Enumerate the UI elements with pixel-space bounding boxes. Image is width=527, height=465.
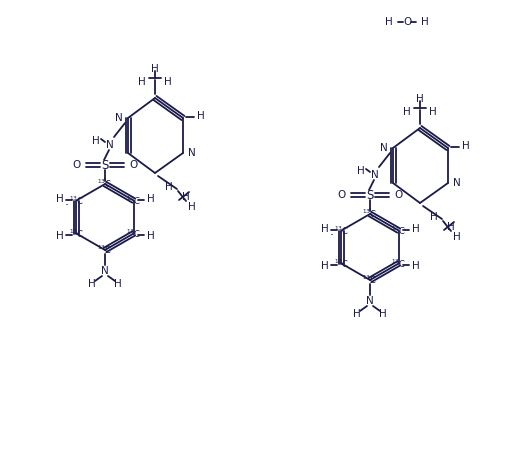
Text: H: H: [164, 77, 172, 87]
Text: S: S: [101, 159, 109, 172]
Text: N: N: [366, 296, 374, 306]
Text: H: H: [412, 260, 419, 271]
Text: H: H: [403, 107, 411, 117]
Text: H: H: [138, 77, 146, 87]
Text: N: N: [101, 266, 109, 276]
Text: H: H: [56, 231, 63, 240]
Text: H: H: [320, 224, 328, 233]
Text: H: H: [412, 224, 419, 233]
Text: H: H: [421, 17, 429, 27]
Text: N: N: [188, 148, 196, 158]
Text: $^{13}$C: $^{13}$C: [334, 224, 349, 237]
Text: .: .: [64, 195, 69, 208]
Text: H: H: [447, 222, 455, 232]
Text: $^{13}$C: $^{13}$C: [363, 274, 378, 286]
Text: $^{13}$C: $^{13}$C: [97, 178, 113, 190]
Text: H: H: [188, 202, 196, 212]
Text: O: O: [403, 17, 411, 27]
Text: N: N: [115, 113, 123, 123]
Text: N: N: [106, 140, 114, 150]
Text: H: H: [92, 136, 100, 146]
Text: H: H: [385, 17, 393, 27]
Text: N: N: [453, 178, 461, 188]
Text: O: O: [73, 160, 81, 170]
Text: H: H: [430, 212, 438, 222]
Text: H: H: [379, 309, 387, 319]
Text: H: H: [165, 182, 173, 192]
Text: $^{13}$C: $^{13}$C: [97, 244, 113, 256]
Text: H: H: [462, 141, 470, 151]
Text: S: S: [366, 188, 374, 201]
Text: H: H: [147, 231, 154, 240]
Text: H: H: [88, 279, 96, 289]
Text: H: H: [353, 309, 361, 319]
Text: H: H: [453, 232, 461, 242]
Text: $^{13}$C: $^{13}$C: [391, 224, 406, 237]
Text: $^{13}$C: $^{13}$C: [126, 227, 141, 239]
Text: O: O: [129, 160, 137, 170]
Text: $^{13}$C: $^{13}$C: [69, 227, 84, 239]
Text: H: H: [56, 193, 63, 204]
Text: $^{13}$C: $^{13}$C: [363, 208, 378, 220]
Text: $^{13}$C: $^{13}$C: [126, 194, 141, 207]
Text: N: N: [380, 143, 388, 153]
Text: $^{13}$C: $^{13}$C: [391, 257, 406, 270]
Text: H: H: [357, 166, 365, 176]
Text: $^{13}$C: $^{13}$C: [334, 257, 349, 270]
Text: N: N: [371, 170, 379, 180]
Text: H: H: [429, 107, 437, 117]
Text: H: H: [147, 193, 154, 204]
Text: H: H: [151, 64, 159, 74]
Text: H: H: [416, 94, 424, 104]
Text: O: O: [338, 190, 346, 200]
Text: H: H: [320, 260, 328, 271]
Text: $^{13}$C: $^{13}$C: [69, 194, 84, 207]
Text: O: O: [394, 190, 402, 200]
Text: H: H: [197, 111, 205, 121]
Text: H: H: [182, 192, 190, 202]
Text: H: H: [114, 279, 122, 289]
Text: .: .: [329, 225, 334, 238]
